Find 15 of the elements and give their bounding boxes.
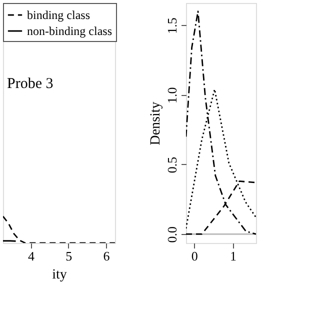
line-series (186, 10, 256, 235)
legend-label: binding class (27, 8, 90, 22)
x-tick-label: 1 (230, 248, 237, 264)
y-tick-label: 0.0 (164, 226, 180, 243)
y-tick-label: 1.0 (164, 87, 180, 104)
x-axis-title: ity (52, 268, 67, 282)
y-axis-title: Density (148, 102, 164, 146)
x-tick-label: 4 (28, 248, 36, 264)
legend-label: non-binding class (27, 24, 112, 38)
x-tick-label: 5 (66, 248, 72, 264)
text: Probe 3 (7, 76, 54, 92)
y-tick-label: 0.5 (164, 156, 180, 174)
x-tick-label: 0 (191, 248, 198, 264)
x-tick-label: 6 (103, 248, 110, 264)
y-tick-label: 1.5 (164, 18, 180, 34)
